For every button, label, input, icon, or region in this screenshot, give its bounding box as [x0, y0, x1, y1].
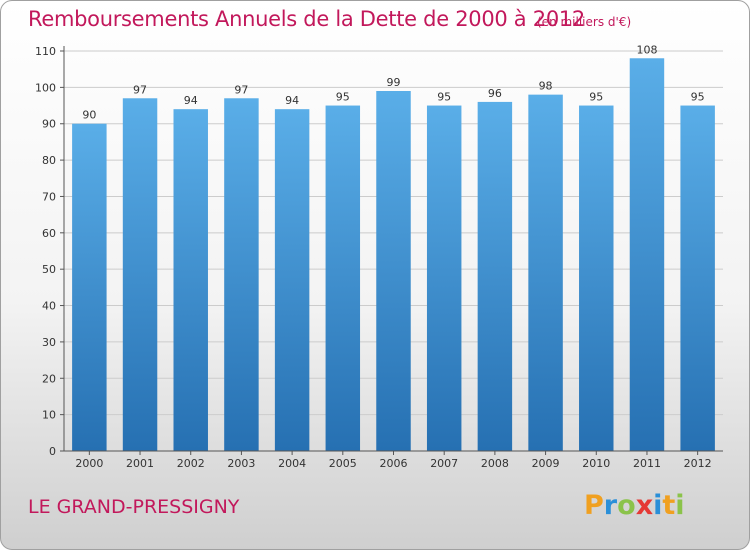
bar-2001[interactable] [122, 98, 158, 451]
y-tick-label: 20 [42, 372, 56, 385]
y-tick-label: 50 [42, 263, 56, 276]
bar-value-label: 97 [234, 83, 248, 96]
x-tick-label: 2005 [329, 457, 357, 470]
logo-letter: i [653, 490, 663, 521]
bar-value-label: 95 [437, 91, 451, 104]
bar-2004[interactable] [274, 109, 310, 451]
bar-2006[interactable] [376, 91, 411, 451]
y-tick-label: 100 [35, 81, 56, 94]
x-tick-label: 2001 [126, 457, 154, 470]
y-tick-label: 60 [42, 227, 56, 240]
logo-letter: x [635, 490, 654, 521]
y-tick-label: 10 [42, 409, 56, 422]
bar-value-label: 90 [82, 109, 96, 122]
x-tick-label: 2010 [582, 457, 610, 470]
bar-value-label: 94 [184, 94, 198, 107]
bar-value-label: 99 [387, 76, 401, 89]
x-tick-label: 2008 [481, 457, 509, 470]
bars [72, 58, 715, 452]
chart-title: Remboursements Annuels de la Dette de 20… [28, 7, 585, 31]
x-tick-label: 2011 [633, 457, 661, 470]
bar-2002[interactable] [173, 109, 208, 451]
x-tick-label: 2004 [278, 457, 306, 470]
chart-subtitle: (en milliers d'€) [537, 15, 632, 29]
y-tick-label: 110 [35, 45, 56, 58]
place-name: LE GRAND-PRESSIGNY [28, 496, 240, 518]
x-tick-label: 2012 [684, 457, 712, 470]
proxiti-logo[interactable]: Proxiti [584, 490, 685, 521]
x-tick-label: 2006 [380, 457, 408, 470]
bar-value-label: 94 [285, 94, 299, 107]
logo-letter: r [603, 490, 618, 521]
axes [60, 46, 723, 455]
y-tick-label: 90 [42, 118, 56, 131]
x-tick-label: 2000 [75, 457, 103, 470]
y-tick-label: 40 [42, 300, 56, 313]
x-tick-label: 2003 [227, 457, 255, 470]
bar-value-label: 108 [636, 43, 657, 56]
logo-letter: o [617, 490, 636, 521]
y-tick-label: 30 [42, 336, 56, 349]
logo-letter: t [662, 490, 676, 521]
y-tick-label: 70 [42, 190, 56, 203]
y-tick-label: 0 [49, 445, 56, 458]
bar-value-label: 95 [589, 91, 603, 104]
bar-2008[interactable] [477, 101, 513, 451]
bar-value-label: 95 [336, 91, 350, 104]
bar-2009[interactable] [528, 94, 563, 452]
logo-letter: P [584, 490, 604, 521]
logo-letter: i [675, 490, 685, 521]
bar-value-label: 95 [691, 91, 705, 104]
x-tick-label: 2002 [177, 457, 205, 470]
bar-value-label: 96 [488, 87, 502, 100]
bar-value-label: 98 [539, 80, 553, 93]
labels: 0 10 20 30 40 50 60 70 80 90 100 110 90 2000 97 2001 94 2… [35, 43, 712, 470]
bar-2010[interactable] [579, 105, 614, 451]
bar-2012[interactable] [680, 105, 715, 451]
x-tick-label: 2007 [430, 457, 458, 470]
y-tick-label: 80 [42, 154, 56, 167]
bar-2011[interactable] [629, 58, 665, 451]
bar-value-label: 97 [133, 83, 147, 96]
bar-2000[interactable] [72, 123, 107, 452]
bar-2007[interactable] [426, 105, 462, 451]
x-tick-label: 2009 [532, 457, 560, 470]
bar-2005[interactable] [325, 105, 361, 451]
bar-2003[interactable] [224, 98, 259, 451]
